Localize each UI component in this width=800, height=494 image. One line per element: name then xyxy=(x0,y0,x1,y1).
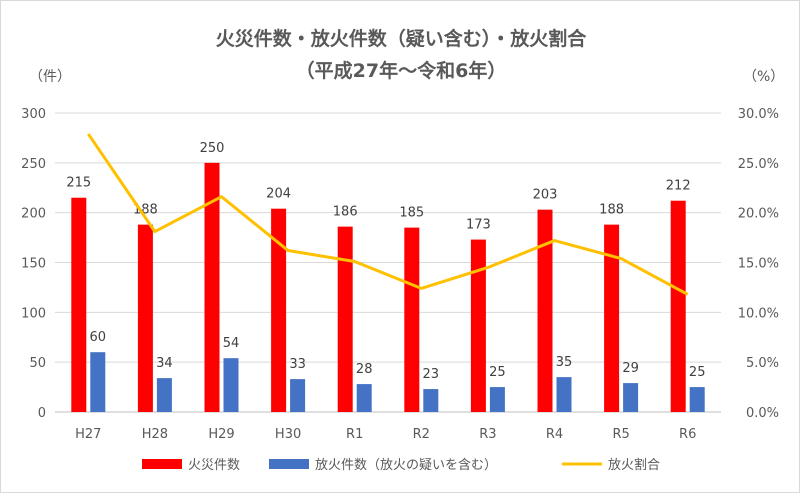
x-tick-label: R1 xyxy=(346,427,363,442)
y-left-tick-label: 50 xyxy=(29,356,46,371)
x-tick-label: R3 xyxy=(479,427,496,442)
fire-count-bar xyxy=(404,227,420,412)
fire-count-bar xyxy=(71,197,87,412)
fire-count-bar xyxy=(137,224,153,412)
x-tick-label: H30 xyxy=(275,427,301,442)
arson-count-data-label: 60 xyxy=(90,330,107,345)
x-tick-label: R5 xyxy=(612,427,629,442)
arson-count-data-label: 25 xyxy=(689,365,706,380)
arson-count-data-label: 54 xyxy=(223,336,240,351)
fire-count-bar xyxy=(271,208,287,412)
left-axis-unit: （件） xyxy=(29,69,71,85)
fire-count-data-label: 188 xyxy=(599,203,624,218)
y-right-tick-label: 30.0% xyxy=(738,107,779,122)
fire-count-data-label: 250 xyxy=(200,141,225,156)
y-right-tick-label: 15.0% xyxy=(738,257,779,272)
arson-count-bar xyxy=(90,352,106,412)
chart-title: 火災件数・放火件数（疑い含む）・放火割合 xyxy=(215,28,587,50)
fire-count-data-label: 186 xyxy=(333,205,358,220)
fire-count-bar xyxy=(337,226,353,412)
arson-count-bar xyxy=(623,383,639,412)
y-left-tick-label: 300 xyxy=(21,107,46,122)
legend-label-arson-count: 放火件数（放火の疑いを含む） xyxy=(315,457,497,473)
arson-count-data-label: 25 xyxy=(489,365,506,380)
arson-ratio-line xyxy=(87,133,689,296)
arson-count-data-label: 35 xyxy=(556,355,573,370)
fire-count-data-label: 204 xyxy=(266,187,291,202)
arson-count-data-label: 28 xyxy=(356,362,373,377)
fire-count-bar xyxy=(470,239,486,412)
x-tick-label: R4 xyxy=(546,427,563,442)
fire-count-bar xyxy=(670,200,686,412)
arson-count-bar xyxy=(489,387,505,412)
y-left-tick-label: 200 xyxy=(21,207,46,222)
fire-count-data-label: 185 xyxy=(399,206,424,221)
fire-count-bar xyxy=(204,162,220,412)
legend-label-fire-count: 火災件数 xyxy=(188,458,240,473)
y-right-tick-label: 25.0% xyxy=(738,157,779,172)
y-right-tick-label: 5.0% xyxy=(746,356,779,371)
fire-count-data-label: 203 xyxy=(533,188,558,203)
arson-count-bar xyxy=(356,384,372,412)
chart-subtitle: （平成27年～令和6年） xyxy=(295,60,507,82)
x-tick-label: R6 xyxy=(679,427,696,442)
fire-count-data-label: 173 xyxy=(466,218,491,233)
x-tick-label: H27 xyxy=(75,427,101,442)
arson-count-data-label: 34 xyxy=(156,356,173,371)
arson-count-bar xyxy=(223,358,239,412)
x-tick-label: R2 xyxy=(413,427,430,442)
arson-count-data-label: 33 xyxy=(289,357,306,372)
y-left-tick-label: 100 xyxy=(21,306,46,321)
fire-count-data-label: 215 xyxy=(66,176,91,191)
arson-count-bar xyxy=(689,387,705,412)
y-right-tick-label: 0.0% xyxy=(746,406,779,421)
arson-count-bar xyxy=(423,389,439,412)
legend-swatch-fire-count xyxy=(142,459,182,469)
y-right-tick-label: 10.0% xyxy=(738,306,779,321)
arson-count-bar xyxy=(156,378,172,412)
legend-swatch-arson-count xyxy=(269,459,309,469)
y-left-tick-label: 250 xyxy=(21,157,46,172)
y-left-tick-label: 150 xyxy=(21,257,46,272)
fire-count-bar xyxy=(537,209,553,412)
fire-count-data-label: 212 xyxy=(666,179,691,194)
arson-count-data-label: 23 xyxy=(423,367,440,382)
x-tick-label: H28 xyxy=(142,427,168,442)
arson-count-bar xyxy=(556,377,572,412)
legend-label-arson-ratio: 放火割合 xyxy=(608,457,660,473)
arson-count-bar xyxy=(290,379,306,412)
right-axis-unit: （%） xyxy=(743,69,785,85)
y-left-tick-label: 0 xyxy=(38,406,46,421)
fire-count-bar xyxy=(604,224,620,412)
x-tick-label: H29 xyxy=(208,427,234,442)
arson-count-data-label: 29 xyxy=(622,361,639,376)
y-right-tick-label: 20.0% xyxy=(738,207,779,222)
